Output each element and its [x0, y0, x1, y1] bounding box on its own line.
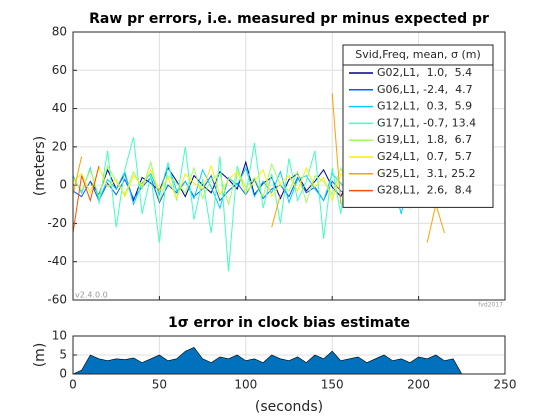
annotation: v2.4.0.0 [75, 291, 108, 300]
x-tick-label: 100 [234, 378, 257, 392]
x-tick-label: 200 [407, 378, 430, 392]
legend-label: G06,L1, -2.4, 4.7 [377, 83, 473, 96]
y-tick-label: 5 [59, 348, 67, 362]
y-tick-label: 0 [59, 367, 67, 381]
y-tick-label: 40 [52, 101, 67, 115]
y-tick-label: 60 [52, 63, 67, 77]
y-tick-label: 80 [52, 25, 67, 39]
series-line [72, 93, 445, 243]
chart-title: Raw pr errors, i.e. measured pr minus ex… [89, 11, 489, 27]
y-tick-label: 0 [59, 178, 67, 192]
legend-label: G19,L1, 1.8, 6.7 [377, 133, 472, 146]
y-tick-label: -40 [47, 254, 67, 268]
legend-label: G02,L1, 1.0, 5.4 [377, 66, 472, 79]
legend-box [342, 44, 494, 208]
y-tick-label: 20 [52, 139, 67, 153]
chart-title: 1σ error in clock bias estimate [168, 315, 410, 331]
legend-label: G24,L1, 0.7, 5.7 [377, 150, 472, 163]
x-tick-label: 0 [69, 378, 77, 392]
area [72, 347, 463, 375]
x-tick-label: 50 [152, 378, 167, 392]
y-axis-label: (meters) [32, 136, 48, 196]
y-tick-label: -60 [47, 293, 67, 307]
axes-box [72, 31, 506, 301]
legend-label: G17,L1, -0.7, 13.4 [377, 116, 476, 129]
x-tick-label: 150 [321, 378, 344, 392]
legend-label: G12,L1, 0.3, 5.9 [377, 100, 472, 113]
legend-title: Svid,Freq, mean, σ (m) [355, 48, 481, 61]
x-tick-label: 250 [494, 378, 517, 392]
legend-label: G25,L1, 3.1, 25.2 [377, 167, 476, 180]
y-tick-label: -20 [47, 216, 67, 230]
series-line [98, 137, 368, 272]
axes-box [72, 335, 506, 375]
y-axis-label: (m) [32, 343, 48, 368]
x-axis-label: (seconds) [255, 399, 323, 415]
legend-label: G28,L1, 2.6, 8.4 [377, 184, 472, 197]
y-tick-label: 10 [52, 329, 67, 343]
annotation: fvd2017 [478, 302, 503, 309]
